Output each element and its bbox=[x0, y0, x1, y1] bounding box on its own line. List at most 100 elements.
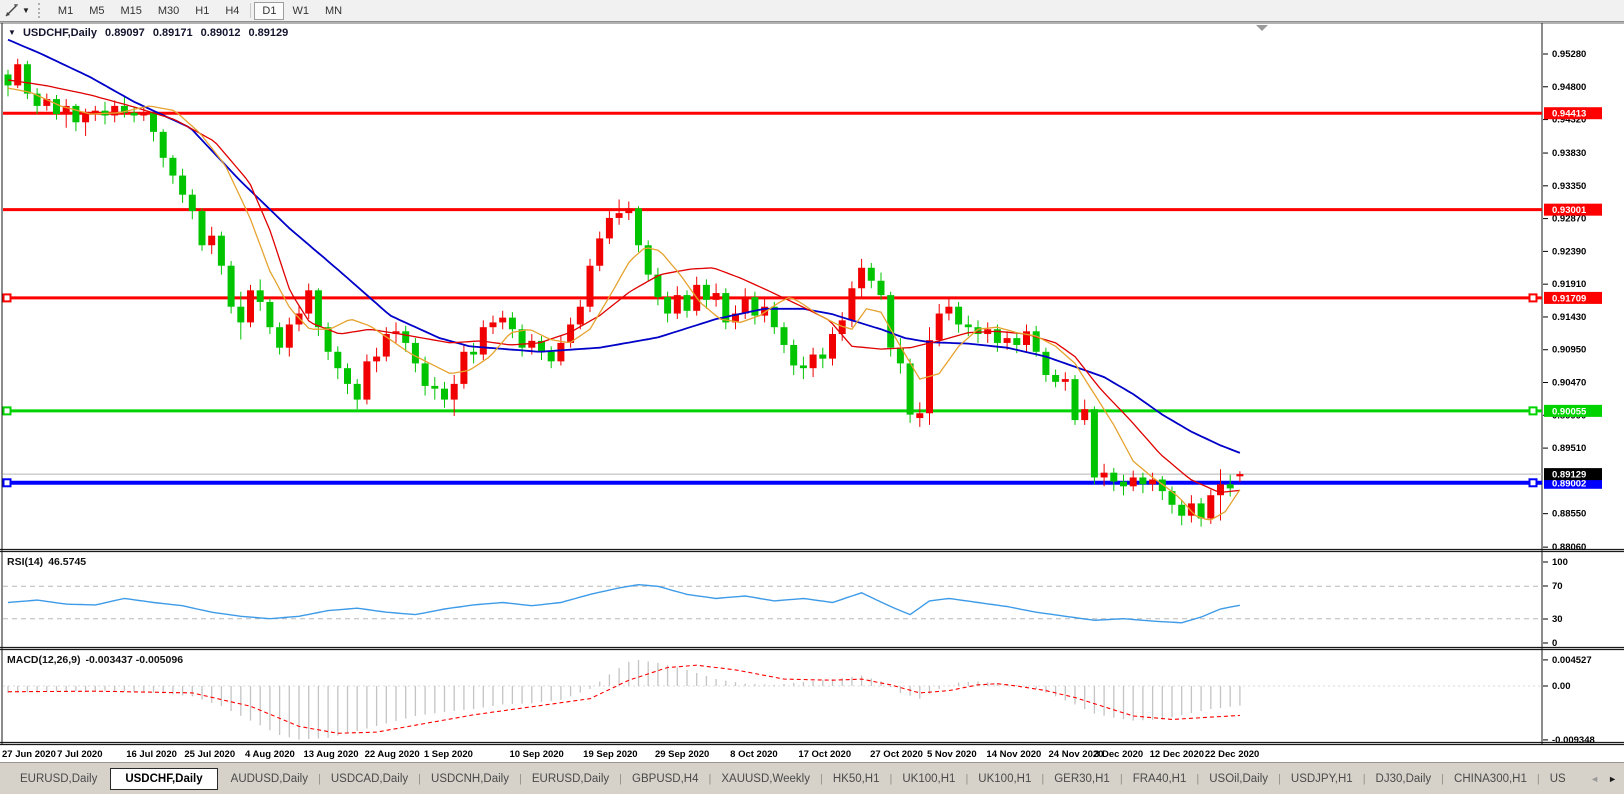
candle-body-up bbox=[741, 297, 749, 314]
chart-tab-uk100-h1[interactable]: UK100,H1 bbox=[902, 772, 956, 785]
chart-tab-eurusd-daily[interactable]: EURUSD,Daily bbox=[531, 772, 610, 785]
candle-body-down bbox=[722, 293, 730, 323]
candle-body-down bbox=[508, 317, 516, 330]
chart-tab-usdcad-daily[interactable]: USDCAD,Daily bbox=[330, 772, 409, 785]
line-handle[interactable] bbox=[1528, 293, 1538, 303]
candle-body-up bbox=[1217, 484, 1224, 496]
candle-body-down bbox=[266, 301, 274, 328]
price-badge: 0.89129 bbox=[1552, 470, 1586, 481]
tab-divider: | bbox=[1362, 772, 1366, 785]
tab-divider: | bbox=[965, 772, 969, 785]
timeframe-button-h1[interactable]: H1 bbox=[195, 4, 210, 17]
candle-body-down bbox=[751, 297, 759, 316]
tab-divider: | bbox=[619, 772, 623, 785]
candle-body-down bbox=[431, 385, 439, 389]
candle-body-up bbox=[460, 351, 468, 384]
candles bbox=[4, 58, 1244, 527]
splitter-arrow-icon[interactable] bbox=[1256, 25, 1268, 31]
candle-body-up bbox=[247, 290, 254, 323]
symbol-dropdown-icon[interactable]: ▼ bbox=[8, 28, 16, 37]
candle-body-up bbox=[1023, 331, 1030, 345]
chart-tab-uk100-h1[interactable]: UK100,H1 bbox=[978, 772, 1032, 785]
chart-tab-usdchf-daily[interactable]: USDCHF,Daily bbox=[110, 767, 218, 790]
candle-body-down bbox=[217, 235, 225, 266]
candle-body-up bbox=[567, 324, 575, 343]
candle-body-down bbox=[334, 351, 342, 369]
timeframe-button-mn[interactable]: MN bbox=[324, 4, 343, 17]
candle-body-down bbox=[421, 363, 429, 386]
tab-scroll-controls: ◄ ► bbox=[1586, 763, 1621, 794]
chart-tab-hk50-h1[interactable]: HK50,H1 bbox=[832, 772, 880, 785]
timeframe-button-h4[interactable]: H4 bbox=[225, 4, 240, 17]
candle-body-up bbox=[82, 114, 90, 123]
macd-scale-label: 0.004527 bbox=[1552, 655, 1592, 666]
chart-tab-xauusd-weekly[interactable]: XAUUSD,Weekly bbox=[721, 772, 810, 785]
date-tick-label: 4 Aug 2020 bbox=[245, 749, 295, 760]
candle-body-up bbox=[615, 213, 623, 218]
chart-tab-dj30-daily[interactable]: DJ30,Daily bbox=[1375, 772, 1432, 785]
timeframe-button-m15[interactable]: M15 bbox=[120, 4, 142, 17]
chart-tab-ger30-h1[interactable]: GER30,H1 bbox=[1054, 772, 1110, 785]
tab-scroll-right-icon[interactable]: ► bbox=[1608, 773, 1617, 784]
timeframe-button-w1[interactable]: W1 bbox=[292, 4, 309, 17]
price-tick-label: 0.91430 bbox=[1552, 312, 1586, 323]
chart-tab-china300-h1[interactable]: CHINA300,H1 bbox=[1454, 772, 1527, 785]
toolbar-grip-handle[interactable] bbox=[37, 3, 44, 18]
price-badge: 0.93001 bbox=[1552, 205, 1587, 216]
price-tick-label: 0.92870 bbox=[1552, 214, 1586, 225]
candle-body-down bbox=[1158, 479, 1166, 492]
moving-averages bbox=[7, 38, 1241, 521]
tab-divider: | bbox=[889, 772, 893, 785]
timeframe-button-d1[interactable]: D1 bbox=[254, 1, 285, 20]
candle-body-up bbox=[373, 356, 381, 362]
tab-scroll-left-icon[interactable]: ◄ bbox=[1590, 773, 1600, 784]
chart-tab-audusd-daily[interactable]: AUDUSD,Daily bbox=[230, 772, 308, 785]
tab-divider: | bbox=[317, 772, 321, 785]
candle-body-down bbox=[1042, 351, 1050, 376]
chart-symbol-label: USDCHF,Daily bbox=[22, 27, 97, 39]
timeframe-button-m1[interactable]: M1 bbox=[57, 4, 74, 17]
line-handle[interactable] bbox=[2, 478, 12, 488]
line-handle[interactable] bbox=[1528, 478, 1538, 488]
candle-body-up bbox=[285, 324, 293, 348]
line-studies-tool[interactable]: ▼ bbox=[4, 3, 30, 18]
candle-body-down bbox=[227, 265, 235, 307]
timeframe-button-m5[interactable]: M5 bbox=[89, 4, 105, 17]
candle-body-up bbox=[499, 317, 507, 323]
line-handle[interactable] bbox=[2, 406, 12, 416]
chart-tab-us[interactable]: US bbox=[1549, 772, 1566, 785]
ohlc-high: 0.89171 bbox=[152, 27, 193, 39]
candle-body-down bbox=[1090, 409, 1098, 478]
candle-body-down bbox=[1197, 503, 1205, 519]
chart-tab-usoil-daily[interactable]: USOil,Daily bbox=[1209, 772, 1269, 785]
tab-divider: | bbox=[1119, 772, 1123, 785]
line-handle[interactable] bbox=[1528, 406, 1538, 416]
date-tick-label: 5 Nov 2020 bbox=[927, 749, 977, 760]
candle-body-down bbox=[819, 354, 827, 359]
candle-body-down bbox=[1226, 484, 1234, 489]
chart-tab-usdcnh-daily[interactable]: USDCNH,Daily bbox=[431, 772, 509, 785]
candle-body-down bbox=[324, 327, 332, 352]
line-handle[interactable] bbox=[2, 293, 12, 303]
tool-dropdown-caret-icon[interactable]: ▼ bbox=[22, 5, 30, 15]
price-tick-label: 0.95280 bbox=[1552, 49, 1586, 60]
chart-tab-eurusd-daily[interactable]: EURUSD,Daily bbox=[20, 772, 98, 785]
candle-body-up bbox=[838, 320, 846, 335]
date-tick-label: 14 Nov 2020 bbox=[986, 749, 1041, 760]
price-tick-label: 0.94320 bbox=[1552, 115, 1586, 126]
candle-body-down bbox=[314, 290, 322, 328]
timeframe-button-m30[interactable]: M30 bbox=[157, 4, 180, 17]
candle-body-up bbox=[557, 342, 565, 362]
candle-body-up bbox=[1236, 474, 1244, 477]
chart-tab-fra40-h1[interactable]: FRA40,H1 bbox=[1132, 772, 1187, 785]
candle-body-up bbox=[712, 293, 720, 300]
candle-body-up bbox=[91, 110, 99, 115]
chart-tab-gbpusd-h4[interactable]: GBPUSD,H4 bbox=[632, 772, 699, 785]
macd-scale-label: -0.009348 bbox=[1552, 735, 1595, 746]
chart-tab-usdjpy-h1[interactable]: USDJPY,H1 bbox=[1290, 772, 1353, 785]
candle-body-down bbox=[120, 105, 128, 113]
candle-body-up bbox=[858, 267, 866, 289]
candle-body-down bbox=[683, 295, 691, 311]
